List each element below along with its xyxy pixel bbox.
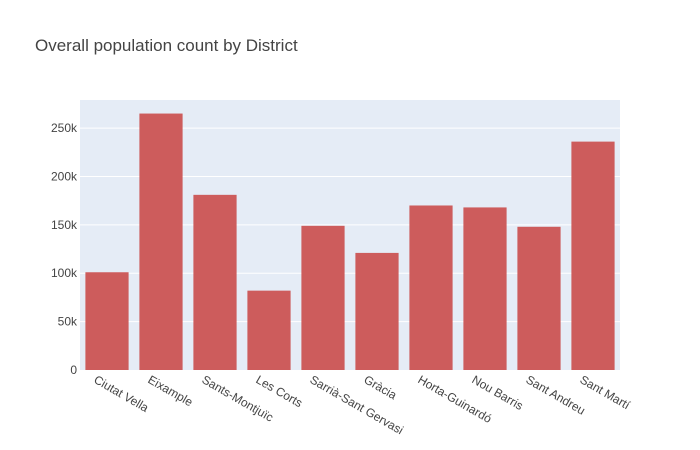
y-tick-label: 100k [51,266,78,280]
x-tick-label: Ciutat Vella [92,372,152,415]
bar[interactable] [247,290,291,370]
bar[interactable] [571,141,615,370]
y-axis-ticks: 0 50k 100k 150k 200k 250k [51,121,78,377]
bars [85,113,615,370]
bar[interactable] [301,225,345,370]
bar[interactable] [355,252,399,370]
bar[interactable] [193,194,237,370]
y-tick-label: 250k [51,121,78,135]
y-tick-label: 50k [58,315,78,329]
chart-title: Overall population count by District [35,36,298,55]
x-tick-label: Gràcia [362,372,400,402]
y-tick-label: 0 [70,363,77,377]
x-tick-label: Sarrià-Sant Gervasi [308,372,406,437]
bar[interactable] [463,207,507,370]
x-tick-label: Eixample [146,372,196,409]
y-tick-label: 150k [51,218,78,232]
bar[interactable] [85,272,129,370]
bar[interactable] [517,226,561,370]
bar[interactable] [409,205,453,370]
bar[interactable] [139,113,183,370]
y-tick-label: 200k [51,169,78,183]
x-tick-label: Sant Andreu [524,372,588,417]
